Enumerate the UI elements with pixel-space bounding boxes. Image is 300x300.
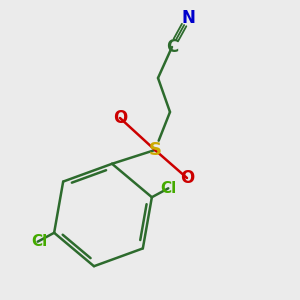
Text: S: S — [148, 141, 161, 159]
Text: Cl: Cl — [160, 181, 176, 196]
Text: Cl: Cl — [32, 234, 48, 249]
Text: C: C — [166, 38, 178, 56]
Text: O: O — [113, 109, 127, 127]
Text: O: O — [180, 169, 194, 187]
Text: N: N — [181, 9, 195, 27]
